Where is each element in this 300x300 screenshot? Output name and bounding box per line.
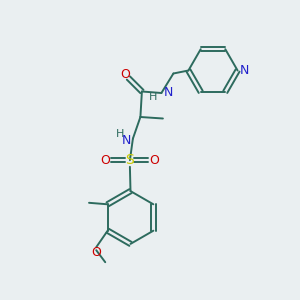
Text: N: N [239, 64, 249, 77]
Text: O: O [100, 154, 110, 167]
Text: O: O [91, 246, 101, 259]
Text: N: N [122, 134, 131, 147]
Text: H: H [148, 92, 157, 102]
Text: H: H [116, 129, 124, 139]
Text: O: O [120, 68, 130, 81]
Text: S: S [125, 153, 134, 167]
Text: O: O [150, 154, 159, 167]
Text: N: N [164, 86, 173, 99]
